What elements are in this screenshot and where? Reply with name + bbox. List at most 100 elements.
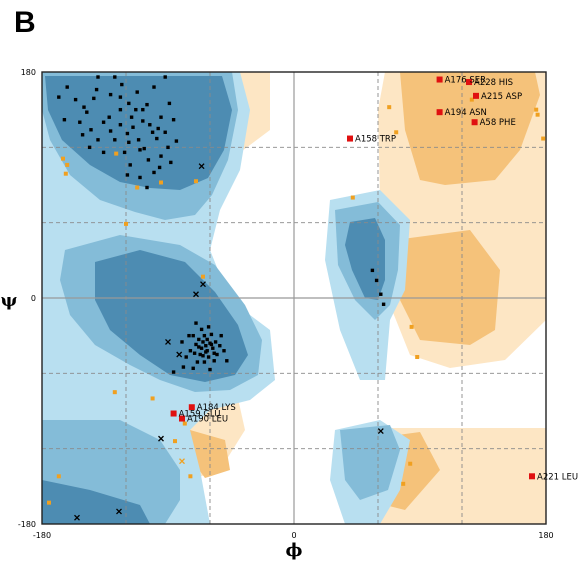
glycine-point <box>47 500 51 505</box>
residue-cross-point <box>193 291 199 298</box>
glycine-point <box>63 171 68 176</box>
residue-cross-point <box>198 163 205 170</box>
residue-point <box>122 150 127 155</box>
residue-point <box>202 333 207 338</box>
residue-point <box>204 350 208 354</box>
residue-point <box>191 333 195 338</box>
residue-point <box>125 173 130 177</box>
residue-point <box>148 123 152 127</box>
zero-axes <box>42 72 546 524</box>
residue-point <box>188 349 193 353</box>
residue-point <box>145 185 149 190</box>
residue-point <box>87 145 92 150</box>
glycine-point <box>415 355 420 360</box>
residue-cross-point <box>165 338 171 345</box>
residue-point <box>101 150 106 155</box>
residue-point <box>169 160 173 165</box>
residue-point <box>225 359 229 363</box>
glycine-point <box>350 195 355 200</box>
residue-point <box>152 85 156 89</box>
residue-point <box>374 278 379 283</box>
residue-point <box>167 101 172 106</box>
residue-point <box>128 163 132 167</box>
glycine-point <box>394 130 399 135</box>
residue-label: A228 HIS <box>474 78 513 88</box>
outlier-residue-point <box>471 119 478 126</box>
residue-label: A159 GLU <box>179 410 221 420</box>
residue-point <box>201 340 205 344</box>
residue-point <box>146 158 151 162</box>
residue-point <box>212 351 216 355</box>
residue-point <box>218 344 222 348</box>
residue-point <box>163 75 167 79</box>
residue-cross-point <box>116 508 122 515</box>
glycine-point <box>56 474 61 479</box>
residue-cross-point <box>74 514 80 521</box>
outlier-residue-point <box>170 410 177 417</box>
residue-point <box>209 332 214 337</box>
core-blue-region <box>42 480 150 524</box>
residue-point <box>171 370 176 374</box>
panel-label: B <box>14 6 36 39</box>
residue-point <box>101 120 106 124</box>
residue-point <box>206 355 211 359</box>
residue-point <box>125 131 130 136</box>
glycine-point <box>124 221 128 226</box>
residue-point <box>191 366 195 371</box>
residue-point <box>199 346 204 350</box>
glycine-point <box>150 396 155 401</box>
residue-label: A221 LEU <box>537 472 578 482</box>
core-orange-region <box>400 72 540 185</box>
residue-label: A176 SER <box>445 76 487 86</box>
residue-point <box>57 95 61 99</box>
residue-point <box>180 340 184 344</box>
glycine-point <box>534 107 539 112</box>
residue-point <box>204 344 208 348</box>
residue-point <box>155 136 159 141</box>
residue-point <box>127 101 131 106</box>
residue-point <box>187 333 191 338</box>
residue-point <box>89 128 93 132</box>
residue-point <box>219 333 223 338</box>
residue-point <box>138 148 142 152</box>
glycine-point <box>173 439 177 444</box>
residue-cross-point <box>158 435 164 442</box>
glycine-point <box>541 136 546 141</box>
outlier-residue-point <box>188 404 195 411</box>
residue-point <box>157 165 162 170</box>
residue-point <box>138 175 142 180</box>
residue-label: A184 LYS <box>197 403 236 413</box>
glycine-point <box>535 112 540 117</box>
glycine-point <box>194 179 198 184</box>
residue-point <box>129 115 134 119</box>
outlier-residue-point <box>436 109 443 116</box>
residue-point <box>62 118 67 122</box>
residue-point <box>381 302 386 306</box>
residue-point <box>145 102 149 107</box>
residue-point <box>194 342 198 347</box>
y-tick-label: 0 <box>31 294 36 303</box>
residue-point <box>141 107 145 112</box>
glycine-point <box>61 156 65 161</box>
y-tick-label: -180 <box>18 520 36 529</box>
residue-point <box>208 367 212 372</box>
residue-point <box>370 268 375 273</box>
residue-point <box>159 115 163 119</box>
residue-cross-point <box>200 281 206 288</box>
residue-point <box>195 360 200 364</box>
residue-point <box>65 85 69 89</box>
residue-point <box>118 107 123 112</box>
residue-point <box>108 92 113 97</box>
residue-point <box>197 345 201 349</box>
residue-point <box>192 351 197 355</box>
residue-point <box>118 123 123 127</box>
residue-point <box>134 107 138 112</box>
residue-point <box>142 146 146 151</box>
allowed-blue-region <box>340 425 400 500</box>
residue-point <box>136 138 141 142</box>
residue-point <box>80 133 85 137</box>
x-axis-label: ϕ <box>286 540 303 561</box>
residue-cross-point <box>176 351 183 358</box>
